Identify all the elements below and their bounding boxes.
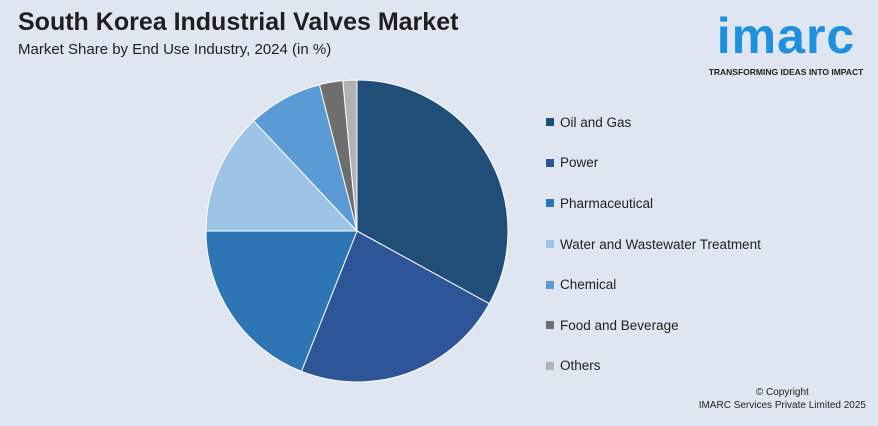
pie-slice-others: [342, 79, 358, 232]
legend-swatch: [546, 118, 554, 127]
legend-label: Water and Wastewater Treatment: [560, 236, 761, 252]
imarc-logo: imarc TRANSFORMING IDEAS INTO IMPACT: [702, 6, 870, 82]
pie-slice-pharmaceutical: [205, 230, 358, 373]
legend-swatch: [546, 158, 554, 167]
legend-item: Power: [546, 143, 806, 184]
logo-wordmark: imarc: [716, 8, 856, 64]
legend-label: Pharmaceutical: [560, 195, 654, 211]
legend-item: Pharmaceutical: [546, 183, 806, 224]
legend-swatch: [546, 240, 554, 249]
chart-subtitle: Market Share by End Use Industry, 2024 (…: [18, 41, 332, 58]
pie-slice-power: [300, 230, 491, 383]
legend-swatch: [546, 280, 554, 289]
legend-item: Water and Wastewater Treatment: [546, 224, 806, 265]
legend-swatch: [546, 361, 554, 370]
legend-item: Others: [546, 346, 806, 387]
legend-label: Chemical: [560, 277, 617, 293]
chart-title: South Korea Industrial Valves Market: [18, 8, 459, 36]
legend-label: Power: [560, 155, 599, 171]
legend-swatch: [546, 321, 554, 330]
copyright-line-1: © Copyright: [755, 387, 809, 398]
logo-tagline: TRANSFORMING IDEAS INTO IMPACT: [708, 67, 864, 77]
legend-label: Others: [560, 358, 601, 374]
legend-label: Oil and Gas: [560, 114, 632, 130]
legend-item: Oil and Gas: [546, 102, 806, 143]
pie-slice-water-and-wastewater-treatment: [205, 120, 359, 232]
pie-slice-oil-and-gas: [356, 79, 509, 305]
legend-label: Food and Beverage: [560, 317, 679, 333]
legend: Oil and Gas Power Pharmaceutical Water and …: [546, 102, 806, 386]
legend-item: Chemical: [546, 264, 806, 305]
copyright-line-2: IMARC Services Private Limited 2025: [698, 400, 866, 411]
legend-swatch: [546, 199, 554, 208]
copyright: © Copyright IMARC Services Private Limit…: [699, 386, 866, 412]
legend-item: Food and Beverage: [546, 305, 806, 346]
